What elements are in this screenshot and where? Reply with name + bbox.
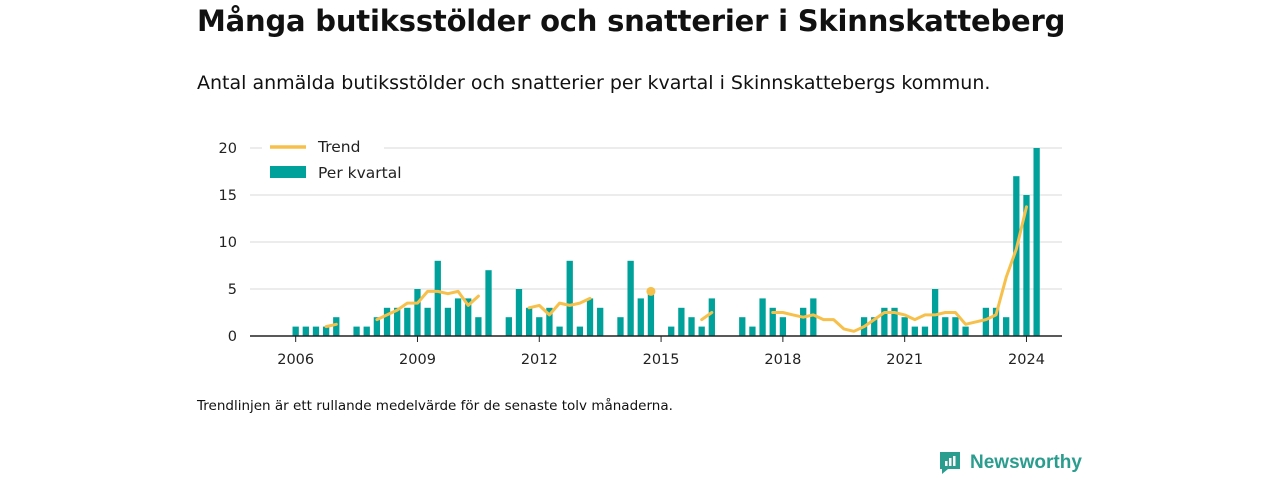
trend-layer: [324, 205, 1028, 333]
bar: [769, 307, 776, 336]
legend: Trend Per kvartal: [262, 134, 402, 186]
bar: [942, 317, 949, 336]
bar: [992, 307, 1000, 336]
bar: [434, 260, 441, 336]
bar: [404, 307, 411, 336]
bar: [871, 317, 878, 336]
y-tick-label: 15: [219, 188, 237, 204]
bar: [901, 317, 908, 336]
bar: [627, 260, 634, 336]
bar: [962, 326, 969, 336]
bar: [647, 289, 655, 336]
bar: [779, 317, 787, 336]
trend-line: [527, 296, 592, 317]
bar: [982, 307, 990, 336]
y-tick-label: 20: [219, 141, 237, 157]
bar: [414, 289, 421, 336]
bar: [739, 317, 746, 336]
brand-name: Newsworthy: [970, 452, 1082, 473]
bar: [891, 307, 898, 336]
bar: [485, 270, 492, 336]
grid-layer: 0 5 10 15 20: [219, 141, 1062, 345]
bar: [1033, 148, 1040, 336]
bar: [668, 326, 675, 336]
bar: [383, 307, 391, 336]
bar: [505, 317, 512, 336]
trend-line: [700, 311, 714, 322]
bar: [800, 307, 807, 336]
bar: [394, 307, 401, 336]
brand-logo[interactable]: Newsworthy: [938, 450, 1082, 476]
x-tick-label: 2018: [764, 352, 801, 368]
bar: [597, 307, 604, 336]
bar: [881, 307, 888, 336]
chart-title: Många butiksstölder och snatterier i Ski…: [197, 4, 1066, 38]
bar: [688, 317, 695, 336]
bar: [444, 307, 452, 336]
bar: [312, 326, 320, 336]
bar: [911, 326, 918, 336]
x-tick-label: 2021: [886, 352, 923, 368]
trend-point: [646, 286, 656, 296]
bar: [708, 298, 715, 336]
bar-layer: [292, 148, 1040, 336]
legend-trend-label: Trend: [317, 138, 360, 156]
bar: [546, 307, 553, 336]
y-tick-label: 10: [219, 235, 237, 251]
bar: [637, 298, 644, 336]
newsworthy-logo-icon: [940, 452, 960, 474]
bar: [566, 260, 573, 336]
x-tick-label: 2012: [521, 352, 558, 368]
bar: [1003, 317, 1010, 336]
y-tick-label: 5: [228, 282, 237, 298]
bar: [921, 326, 929, 336]
bar: [586, 298, 594, 336]
x-tick-label: 2009: [399, 352, 436, 368]
x-tick-label: 2006: [277, 352, 314, 368]
bar: [1023, 195, 1030, 336]
bar: [525, 307, 533, 336]
legend-bars-label: Per kvartal: [318, 164, 402, 182]
bar: [424, 307, 431, 336]
chart-subtitle: Antal anmälda butiksstölder och snatteri…: [197, 72, 991, 94]
bar: [810, 298, 817, 336]
bar: [302, 326, 309, 336]
bar: [749, 326, 756, 336]
trend-line: [771, 205, 1028, 333]
bar: [475, 317, 482, 336]
bar: [617, 317, 624, 336]
bar: [465, 298, 472, 336]
bar: [515, 289, 523, 336]
trend-line: [375, 289, 480, 322]
bar: [698, 326, 705, 336]
legend-bars-swatch: [270, 166, 306, 178]
bar: [454, 298, 462, 336]
y-tick-label: 0: [228, 329, 237, 345]
x-tick-label: 2024: [1008, 352, 1045, 368]
bar: [322, 326, 330, 336]
bar: [556, 326, 563, 336]
bar: [759, 298, 766, 336]
bar: [333, 317, 340, 336]
bar: [353, 326, 360, 336]
chart: 0 5 10 15 20 2006 2009 2012 2015 2018 2021 2024 Tr…: [218, 134, 1062, 368]
bar: [952, 317, 959, 336]
bar: [931, 289, 939, 336]
bar: [678, 307, 685, 336]
x-tick-label: 2015: [643, 352, 680, 368]
bar: [363, 326, 370, 336]
bar: [373, 317, 381, 336]
bar: [576, 326, 584, 336]
bar: [1013, 176, 1020, 336]
bar: [292, 326, 299, 336]
trend-line: [324, 322, 338, 329]
footnote: Trendlinjen är ett rullande medelvärde f…: [197, 398, 673, 414]
bar: [536, 317, 543, 336]
axis-layer: 2006 2009 2012 2015 2018 2021 2024: [250, 335, 1062, 368]
